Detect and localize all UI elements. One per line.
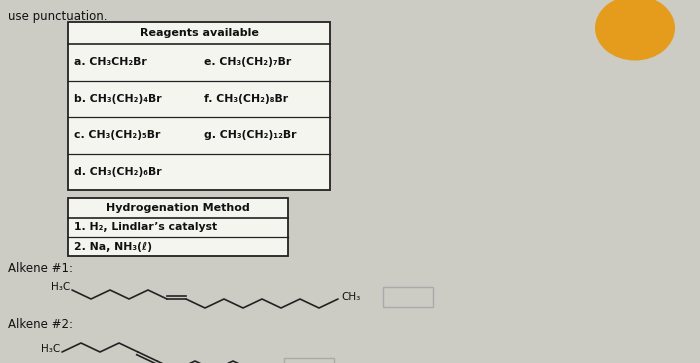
Text: Alkene #2:: Alkene #2: — [8, 318, 73, 331]
Text: Alkene #1:: Alkene #1: — [8, 262, 73, 275]
Text: Hydrogenation Method: Hydrogenation Method — [106, 203, 250, 213]
Text: c. CH₃(CH₂)₅Br: c. CH₃(CH₂)₅Br — [74, 130, 160, 140]
FancyBboxPatch shape — [68, 198, 288, 256]
Text: Reagents available: Reagents available — [139, 28, 258, 38]
Ellipse shape — [595, 0, 675, 61]
Text: H₃C: H₃C — [41, 344, 60, 354]
FancyBboxPatch shape — [284, 358, 334, 363]
Text: f. CH₃(CH₂)₈Br: f. CH₃(CH₂)₈Br — [204, 94, 288, 104]
Text: H₃C: H₃C — [50, 282, 70, 292]
FancyBboxPatch shape — [383, 287, 433, 307]
Text: 2. Na, NH₃(ℓ): 2. Na, NH₃(ℓ) — [74, 241, 152, 252]
Text: b. CH₃(CH₂)₄Br: b. CH₃(CH₂)₄Br — [74, 94, 162, 104]
Text: g. CH₃(CH₂)₁₂Br: g. CH₃(CH₂)₁₂Br — [204, 130, 297, 140]
FancyBboxPatch shape — [68, 22, 330, 190]
Text: CH₃: CH₃ — [341, 292, 360, 302]
Text: use punctuation.: use punctuation. — [8, 10, 108, 23]
Text: a. CH₃CH₂Br: a. CH₃CH₂Br — [74, 57, 147, 67]
Text: d. CH₃(CH₂)₆Br: d. CH₃(CH₂)₆Br — [74, 167, 162, 177]
Text: e. CH₃(CH₂)₇Br: e. CH₃(CH₂)₇Br — [204, 57, 291, 67]
Text: 1. H₂, Lindlar’s catalyst: 1. H₂, Lindlar’s catalyst — [74, 223, 217, 232]
